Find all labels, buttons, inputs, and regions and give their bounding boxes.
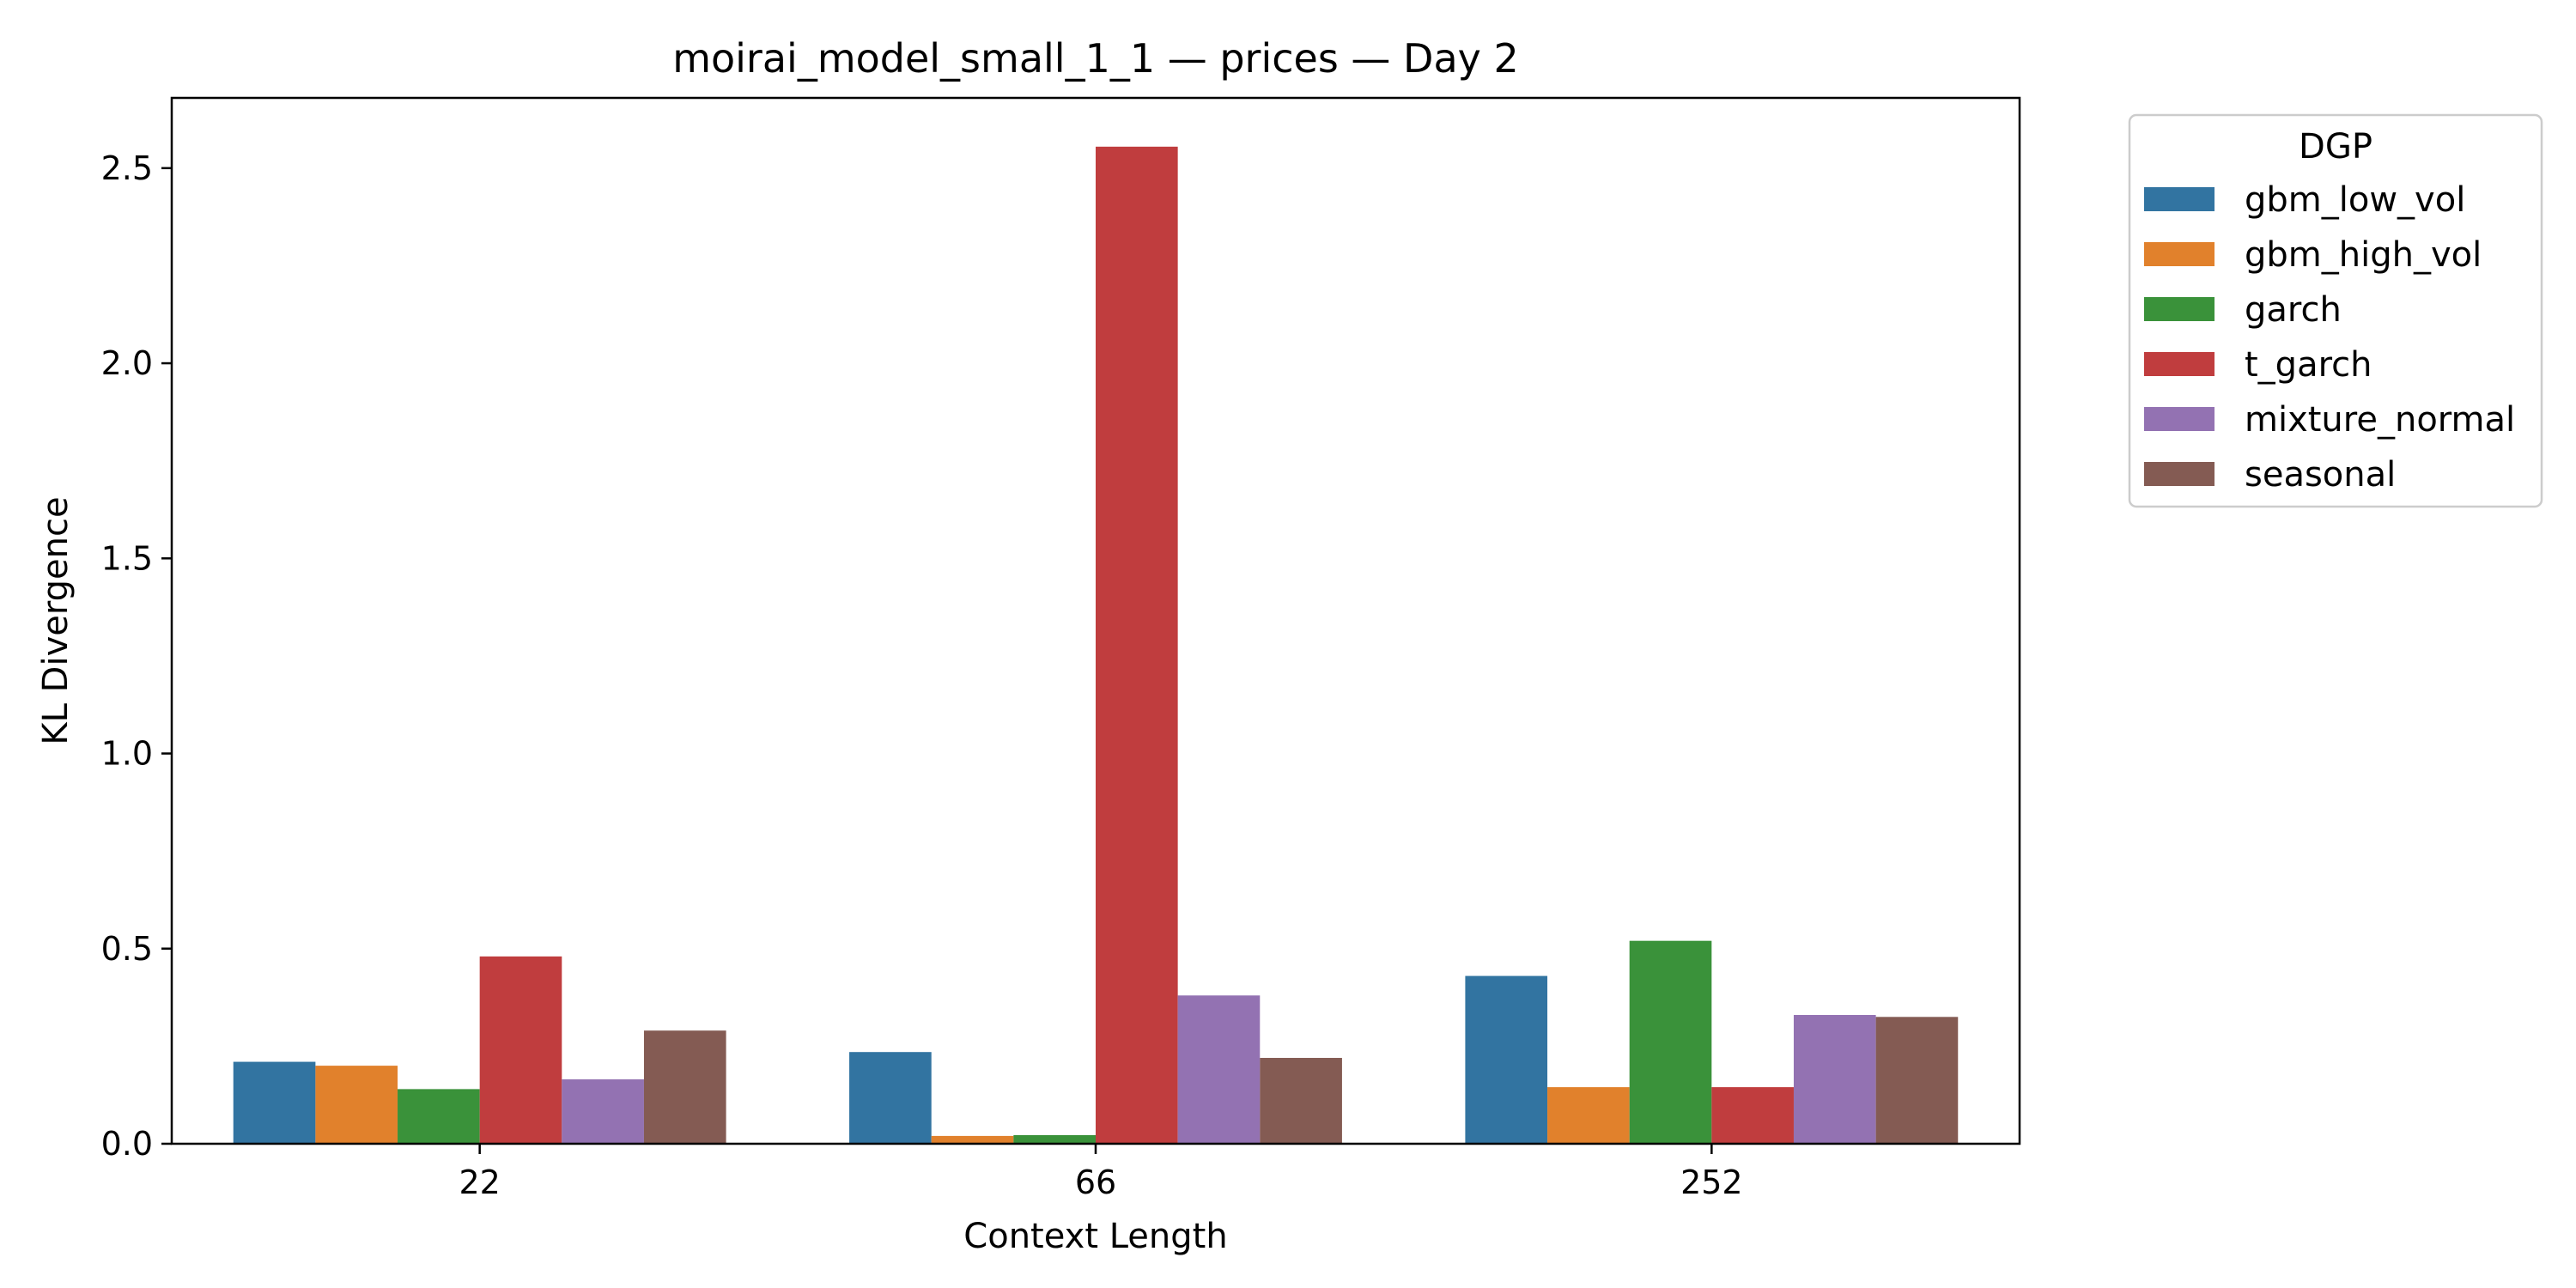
legend-swatch-garch	[2144, 297, 2215, 321]
legend-label-t_garch: t_garch	[2245, 345, 2372, 385]
legend-swatch-gbm_high_vol	[2144, 242, 2215, 266]
bar-gbm_high_vol-252	[1547, 1087, 1630, 1144]
bar-mixture_normal-22	[562, 1079, 644, 1144]
x-tick-label: 22	[459, 1163, 500, 1201]
bars-group	[233, 146, 1959, 1145]
bar-mixture_normal-66	[1177, 995, 1261, 1144]
legend-label-gbm_high_vol: gbm_high_vol	[2245, 235, 2482, 275]
x-tick-label: 252	[1680, 1163, 1743, 1201]
legend-label-seasonal: seasonal	[2245, 455, 2396, 495]
x-axis-label: Context Length	[963, 1217, 1227, 1256]
legend-swatch-gbm_low_vol	[2144, 187, 2215, 211]
bar-gbm_high_vol-66	[931, 1135, 1014, 1144]
bar-t_garch-252	[1711, 1087, 1794, 1144]
y-axis-label: KL Divergence	[36, 496, 76, 744]
bar-garch-66	[1013, 1135, 1096, 1144]
bar-mixture_normal-252	[1793, 1015, 1876, 1144]
bar-seasonal-66	[1260, 1058, 1342, 1144]
y-tick-label: 0.0	[101, 1125, 153, 1163]
bar-gbm_low_vol-66	[849, 1052, 932, 1144]
y-tick-label: 1.0	[101, 735, 153, 773]
legend-frame	[2128, 113, 2543, 508]
legend-label-garch: garch	[2245, 290, 2342, 330]
bar-gbm_low_vol-252	[1465, 975, 1548, 1144]
bar-garch-252	[1629, 940, 1712, 1144]
x-tick-label: 66	[1075, 1163, 1116, 1201]
bar-t_garch-22	[479, 956, 562, 1144]
legend-label-mixture_normal: mixture_normal	[2245, 400, 2515, 440]
legend-swatch-t_garch	[2144, 352, 2215, 376]
legend-title: DGP	[2299, 127, 2372, 167]
bar-t_garch-66	[1096, 146, 1178, 1145]
y-axis: 0.0 0.5 1.0 1.5 2.0 2.5	[101, 149, 172, 1163]
bar-seasonal-22	[643, 1030, 726, 1144]
bar-gbm_high_vol-22	[315, 1066, 398, 1144]
chart-title: moirai_model_small_1_1 — prices — Day 2	[672, 35, 1519, 82]
y-tick-label: 1.5	[101, 539, 153, 577]
bar-garch-22	[398, 1089, 480, 1144]
y-tick-label: 2.5	[101, 149, 153, 187]
x-axis: 22 66 252	[459, 1144, 1743, 1201]
bar-gbm_low_vol-22	[233, 1061, 316, 1144]
bar-seasonal-252	[1875, 1017, 1959, 1144]
y-tick-label: 2.0	[101, 344, 153, 382]
legend-swatch-seasonal	[2144, 462, 2215, 486]
legend-swatch-mixture_normal	[2144, 407, 2215, 431]
y-tick-label: 0.5	[101, 930, 153, 968]
legend-label-gbm_low_vol: gbm_low_vol	[2245, 180, 2465, 220]
